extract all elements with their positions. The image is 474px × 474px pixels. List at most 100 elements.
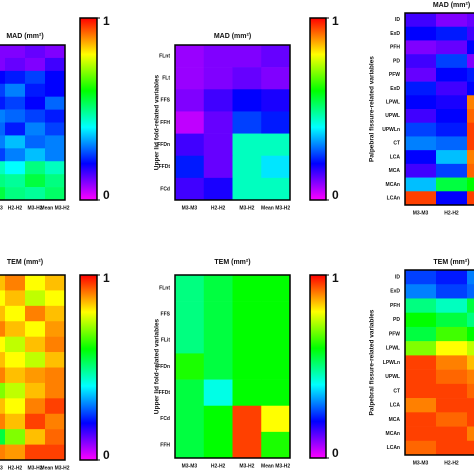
heatmap-cell: [0, 398, 6, 415]
heatmap-cell: [175, 45, 205, 68]
y-tick-label: ID: [395, 17, 400, 23]
y-tick-label: ExD: [390, 86, 400, 92]
panel-title: MAD (mm²): [433, 2, 470, 9]
y-tick-label: PFH: [390, 303, 400, 309]
heatmap-cell: [0, 187, 6, 201]
heatmap-cell: [5, 70, 26, 85]
heatmap-cell: [203, 327, 233, 354]
heatmap-cell: [405, 150, 437, 165]
heatmap-cell: [0, 96, 6, 110]
heatmap-cell: [45, 70, 66, 85]
heatmap-cell: [261, 111, 291, 134]
heatmap-cell: [25, 96, 46, 110]
heatmap-cell: [232, 301, 262, 328]
heatmap-cell: [0, 275, 6, 291]
heatmap-cell: [45, 109, 66, 123]
heatmap-cell: [175, 353, 205, 380]
heatmap-cell: [25, 352, 46, 368]
heatmap-cell: [436, 95, 468, 110]
heatmap-cell: [405, 355, 437, 370]
y-tick-label: FFS: [161, 312, 171, 318]
heatmap-cell: [261, 67, 291, 90]
heatmap-cell: [25, 83, 46, 97]
heatmap-cell: [436, 191, 468, 206]
heatmap-cell: [467, 81, 474, 96]
panel-title: MAD (mm²): [214, 33, 251, 40]
heatmap-cell: [25, 148, 46, 162]
heatmap-cell: [5, 109, 26, 123]
heatmap-cell: [25, 187, 46, 201]
heatmap-cell: [467, 122, 474, 137]
y-tick-label: MCA: [389, 168, 401, 174]
heatmap-cell: [0, 148, 6, 162]
heatmap-cell: [45, 122, 66, 136]
heatmap-cell: [436, 298, 468, 313]
y-tick-label: MCAn: [386, 182, 400, 188]
heatmap-cell: [25, 382, 46, 399]
heatmap-cell: [175, 133, 205, 157]
heatmap-cell: [436, 270, 468, 285]
x-tick-label: Mean M3-H2: [40, 205, 69, 211]
heatmap-cell: [25, 45, 46, 59]
heatmap-cell: [0, 174, 6, 188]
heatmap-cell: [5, 45, 26, 59]
heatmap-cell: [0, 83, 6, 97]
heatmap-cell: [203, 405, 233, 433]
heatmap-cell: [0, 135, 6, 149]
heatmap-cell: [203, 155, 233, 179]
heatmap-cell: [0, 367, 6, 384]
heatmap-cell: [203, 67, 233, 90]
heatmap-cell: [175, 301, 205, 328]
y-tick-label: FCd: [160, 186, 170, 192]
x-tick-label: M3-M3: [0, 205, 3, 211]
x-tick-label: Mean M3-H2: [261, 463, 290, 469]
heatmap-frame: [404, 12, 474, 206]
heatmap-cell: [436, 26, 468, 41]
heatmap-cell: [436, 284, 468, 299]
heatmap-cell: [203, 111, 233, 134]
panel-title: TEM (mm²): [7, 259, 43, 266]
y-tick-label: FLnt: [159, 285, 170, 291]
heatmap-cell: [25, 109, 46, 123]
heatmap-cell: [467, 163, 474, 178]
x-tick-label: M3-H2: [239, 205, 254, 211]
heatmap-cell: [0, 382, 6, 399]
x-tick-label: H2-H2: [8, 465, 23, 471]
heatmap-cell: [5, 336, 26, 353]
heatmap-cell: [436, 412, 468, 427]
heatmap-cell: [261, 275, 291, 302]
heatmap-cell: [436, 440, 468, 456]
x-tick-label: H2-H2: [8, 205, 23, 211]
colorbar: [79, 17, 98, 201]
heatmap-cell: [175, 111, 205, 134]
heatmap-cell: [405, 270, 437, 285]
x-tick-label: M3-H2: [239, 463, 254, 469]
heatmap-cell: [25, 336, 46, 353]
x-tick-label: Mean M3-H2: [261, 205, 290, 211]
heatmap-cell: [0, 413, 6, 430]
heatmap-cell: [467, 412, 474, 427]
heatmap-cell: [261, 353, 291, 380]
heatmap-cell: [203, 177, 233, 201]
heatmap-cell: [203, 379, 233, 407]
heatmap-cell: [25, 135, 46, 149]
heatmap-cell: [5, 398, 26, 415]
heatmap-cell: [25, 305, 46, 322]
heatmap-cell: [5, 275, 26, 291]
heatmap-cell: [467, 136, 474, 151]
heatmap-cell: [232, 275, 262, 302]
heatmap-cell: [203, 431, 233, 459]
heatmap-cell: [5, 135, 26, 149]
heatmap-cell: [405, 191, 437, 206]
heatmap-cell: [261, 45, 291, 68]
heatmap-frame: [0, 274, 66, 461]
heatmap-cell: [25, 57, 46, 72]
heatmap-cell: [405, 312, 437, 328]
y-axis-label: Palpebral fissure-related variables: [369, 56, 376, 162]
colorbar: [79, 274, 98, 461]
heatmap-cell: [203, 45, 233, 68]
y-tick-label: CT: [393, 388, 400, 394]
heatmap-cell: [467, 26, 474, 41]
y-tick-label: LPWL: [386, 346, 400, 352]
